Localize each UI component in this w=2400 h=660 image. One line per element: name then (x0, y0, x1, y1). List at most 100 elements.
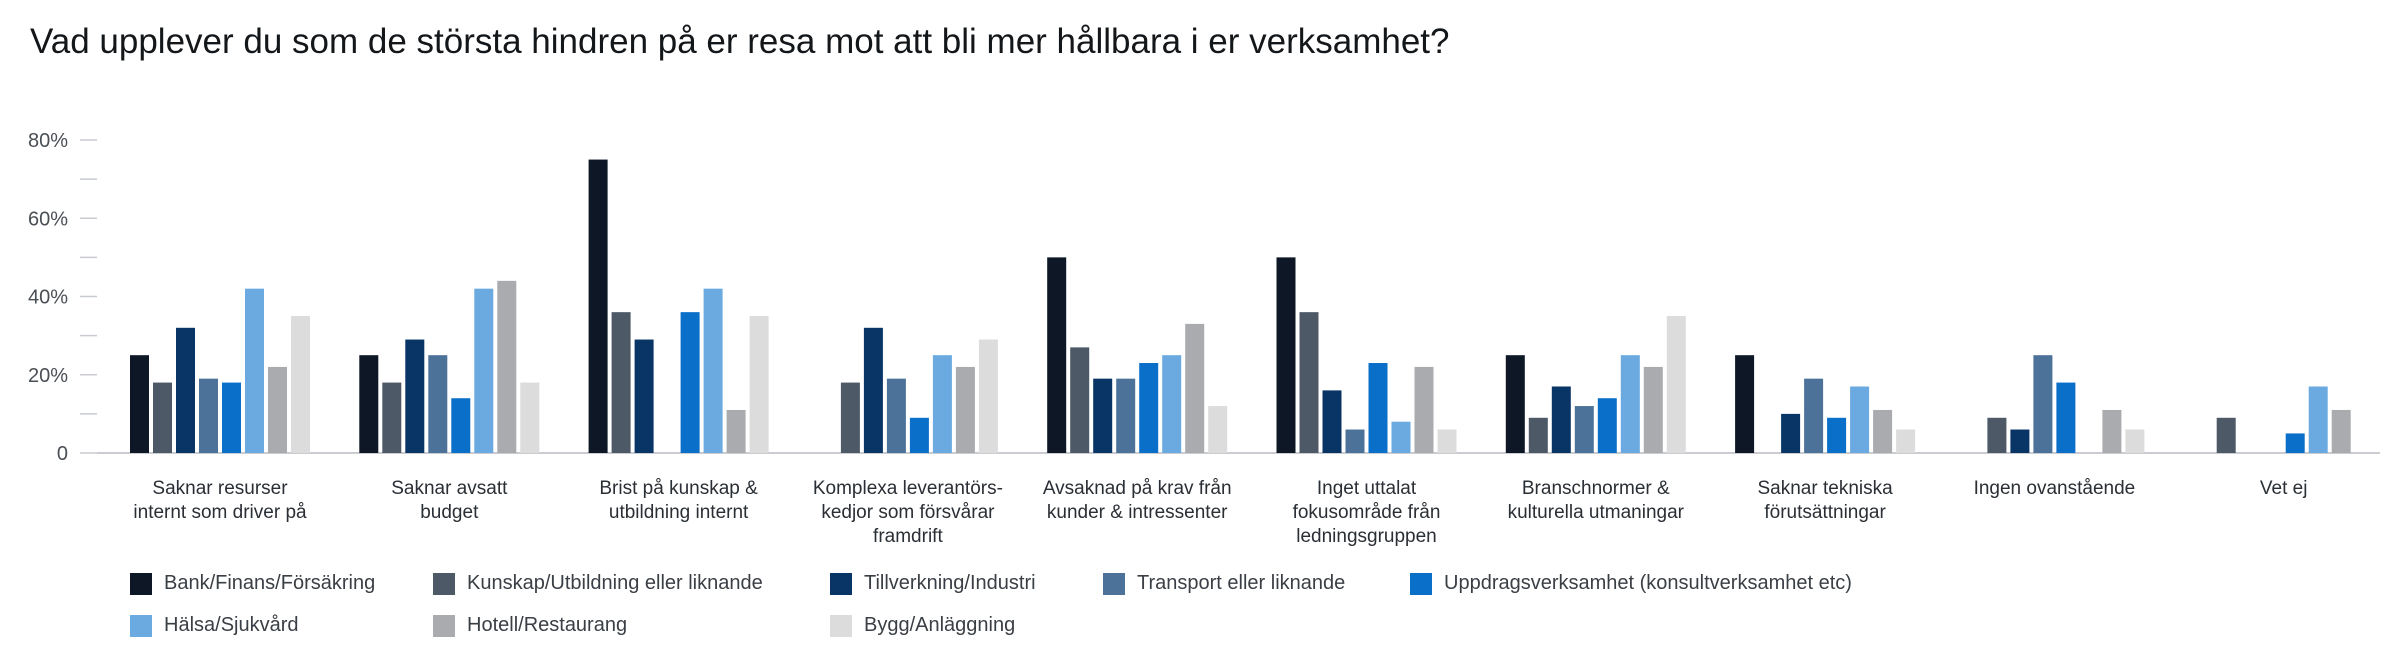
legend-swatch (830, 614, 852, 637)
bar-chart: 0 20% 40% 60% 80% Saknar resurser internt som… (28, 130, 2380, 547)
category-label: Brist på kunskap & utbildning internt (599, 478, 758, 523)
category-label-line: Brist på kunskap & (599, 478, 758, 499)
legend-label: Transport eller liknande (1137, 572, 1346, 594)
category-label: Inget uttalat fokusområde från ledningsgru… (1293, 478, 1441, 547)
bar (840, 382, 860, 453)
y-tick-label: 40% (28, 287, 68, 309)
category-label-line: Saknar resurser (152, 478, 288, 499)
bar (2331, 409, 2351, 453)
bar (474, 288, 494, 453)
bar (2102, 409, 2122, 453)
bar (1345, 429, 1365, 453)
bar (497, 280, 517, 453)
bar (359, 355, 379, 453)
legend-label: Hotell/Restaurang (467, 614, 628, 636)
bar (520, 382, 540, 453)
category-label: Ingen ovanstående (1974, 478, 2136, 499)
category-label-line: kunder & intressenter (1047, 502, 1228, 523)
bar (863, 327, 883, 453)
category-label: Saknar avsatt budget (391, 478, 508, 523)
bar (886, 378, 906, 453)
bar (199, 378, 218, 453)
category-label: Komplexa leverantörs-kedjor som försvåra… (813, 478, 1003, 547)
legend-swatch (1410, 572, 1432, 595)
category-label: Avsaknad på krav från kunder & intressent… (1043, 478, 1232, 523)
bar (1322, 390, 1342, 453)
category-label-line: framdrift (873, 526, 943, 547)
bar (1987, 417, 2007, 453)
category-label-line: Vet ej (2260, 478, 2308, 499)
bar (451, 398, 471, 453)
bar (382, 382, 402, 453)
bar (1735, 355, 1755, 453)
bar (130, 355, 149, 453)
bar (2308, 386, 2328, 453)
legend-swatch (830, 572, 852, 595)
category-label: Saknar tekniska förutsättningar (1758, 478, 1894, 523)
category-labels: Saknar resurser internt som driver påSakn… (133, 478, 2307, 547)
bar (428, 355, 448, 453)
y-tick-label: 20% (28, 365, 68, 387)
bar (1047, 257, 1067, 453)
bar (1827, 417, 1847, 453)
bar (703, 288, 723, 453)
bar (1505, 355, 1525, 453)
bar (955, 366, 975, 453)
bar (588, 159, 608, 453)
legend-item: Uppdragsverksamhet (konsultverksamhet et… (1410, 572, 1852, 595)
category-label-line: ledningsgruppen (1296, 526, 1437, 547)
legend-item: Hotell/Restaurang (433, 614, 627, 637)
bar (1574, 406, 1594, 453)
bar (1299, 312, 1319, 453)
bar (680, 312, 700, 453)
bar (245, 288, 264, 453)
legend-label: Tillverkning/Industri (864, 572, 1036, 594)
bar (2125, 429, 2145, 453)
bar (1139, 363, 1159, 453)
legend-item: Transport eller liknande (1103, 572, 1345, 595)
bar (1850, 386, 1870, 453)
legend-label: Hälsa/Sjukvård (164, 614, 299, 636)
bar (405, 339, 425, 453)
bar (634, 339, 654, 453)
bar (2056, 382, 2076, 453)
legend-swatch (1103, 572, 1125, 595)
category-label-line: Inget uttalat (1317, 478, 1417, 499)
category-label-line: Branschnormer & (1522, 478, 1670, 499)
category-label-line: kulturella utmaningar (1508, 502, 1685, 523)
category-label-line: internt som driver på (133, 502, 307, 523)
bar (1551, 386, 1571, 453)
category-label-line: Saknar avsatt (391, 478, 508, 499)
bar (611, 312, 631, 453)
legend-item: Bank/Finans/Försäkring (130, 572, 375, 595)
legend-label: Bank/Finans/Försäkring (164, 572, 376, 594)
bar (1162, 355, 1182, 453)
category-label-line: fokusområde från (1293, 502, 1441, 523)
legend-swatch (433, 572, 455, 595)
bar (1414, 366, 1434, 453)
bar (153, 382, 172, 453)
category-label: Saknar resurser internt som driver på (133, 478, 307, 523)
legend-swatch (130, 572, 152, 595)
bar (268, 366, 287, 453)
bar (1804, 378, 1824, 453)
y-tick-label: 80% (28, 130, 68, 152)
category-label-line: utbildning internt (609, 502, 749, 523)
bar (222, 382, 241, 453)
bar (1873, 409, 1893, 453)
bar (1391, 421, 1411, 453)
bar (291, 316, 310, 453)
legend-label: Uppdragsverksamhet (konsultverksamhet et… (1444, 572, 1852, 594)
bar (1185, 323, 1205, 453)
bar (2285, 433, 2305, 453)
y-tick-label: 60% (28, 208, 68, 230)
y-tick-label: 0 (57, 443, 68, 465)
bar (1620, 355, 1640, 453)
bar (909, 417, 929, 453)
bar (1208, 406, 1228, 453)
legend-swatch (130, 614, 152, 637)
bar (1896, 429, 1916, 453)
legend-item: Kunskap/Utbildning eller liknande (433, 572, 763, 595)
bar (2033, 355, 2053, 453)
bar (932, 355, 952, 453)
